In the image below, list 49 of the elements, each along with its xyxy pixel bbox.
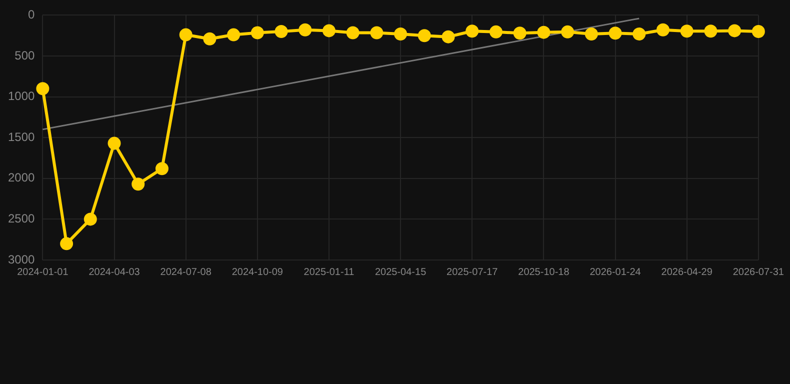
point: [274, 25, 288, 38]
x-tick-label: 2026-01-24: [590, 266, 642, 278]
point: [632, 27, 646, 40]
point: [203, 32, 216, 46]
y-tick-label: 2000: [8, 170, 36, 185]
x-tick-label: 2025-07-17: [446, 266, 498, 278]
point: [322, 24, 336, 38]
point: [466, 24, 479, 38]
y-tick-label: 1500: [8, 130, 36, 144]
y-tick-label: 1000: [8, 89, 36, 104]
point: [680, 24, 694, 38]
point: [656, 23, 670, 36]
x-tick-label: 2024-07-08: [160, 266, 212, 278]
point: [346, 26, 360, 40]
point: [132, 178, 145, 191]
x-tick-label: 2026-04-29: [661, 266, 713, 278]
y-tick-label: 0: [28, 8, 36, 22]
point: [227, 28, 240, 42]
point: [418, 29, 431, 42]
point: [513, 26, 526, 40]
point: [155, 162, 168, 176]
x-tick-label: 2024-10-09: [232, 266, 284, 278]
point: [84, 212, 97, 226]
point: [704, 24, 718, 38]
x-tick-label: 2025-04-15: [374, 266, 427, 278]
point: [489, 25, 502, 38]
point: [728, 24, 742, 38]
point: [179, 28, 192, 42]
point: [752, 25, 765, 38]
point: [250, 26, 264, 40]
point: [394, 27, 408, 40]
x-tick-label: 2025-01-11: [304, 266, 355, 278]
point: [442, 30, 455, 44]
point: [60, 237, 74, 250]
point: [537, 26, 550, 39]
x-tick-label: 2024-01-01: [17, 266, 69, 278]
x-tick-label: 2024-04-03: [88, 266, 140, 278]
y-tick-label: 500: [14, 48, 36, 62]
x-tick-label: 2026-07-31: [732, 266, 784, 278]
y-tick-label: 3000: [8, 252, 36, 266]
x-tick-label: 2025-10-18: [518, 266, 570, 278]
point: [370, 26, 384, 40]
point: [298, 23, 312, 36]
point: [108, 136, 121, 150]
point: [608, 26, 622, 40]
y-tick-label: 2500: [8, 212, 36, 226]
point: [561, 25, 574, 38]
point: [36, 82, 50, 96]
point: [584, 27, 598, 40]
